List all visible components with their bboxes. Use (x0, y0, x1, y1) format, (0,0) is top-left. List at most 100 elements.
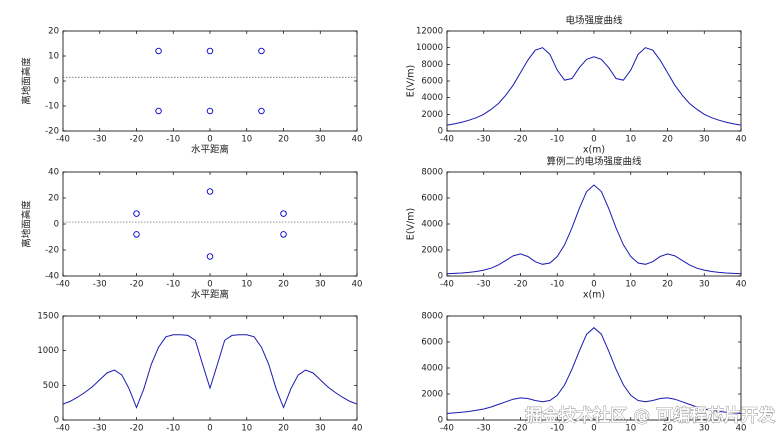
subplot: -40 -30 -20 -10 0 10 20 30 40 -40 -20 0 20 40 水平距离 离地面高… (21, 168, 363, 301)
x-tick-label: 10 (625, 135, 636, 145)
x-tick-label: 40 (352, 280, 363, 290)
x-tick-label: 0 (591, 424, 596, 434)
chart-title: 电场强度曲线 (565, 15, 623, 27)
y-tick-label: 2000 (421, 390, 443, 400)
x-tick-label: 0 (207, 280, 212, 290)
conductor-point (258, 107, 265, 115)
conductor-point (206, 253, 214, 260)
plot-area (62, 30, 358, 132)
plot-area (446, 30, 742, 132)
x-tick-label: 40 (736, 280, 747, 290)
x-tick-label: 40 (352, 135, 363, 145)
x-tick-label: -30 (93, 424, 107, 434)
plot-area (446, 315, 742, 421)
x-tick-label: -20 (514, 424, 528, 434)
y-tick-label: 12000 (416, 27, 443, 37)
x-tick-label: 20 (662, 135, 673, 145)
conductor-point (280, 210, 287, 217)
x-axis-label: x(m) (583, 290, 605, 301)
x-tick-label: 20 (662, 280, 673, 290)
y-tick-label: 2000 (421, 110, 443, 120)
x-tick-label: 0 (591, 280, 596, 290)
x-tick-label: -40 (56, 280, 70, 290)
y-tick-label: -20 (45, 246, 59, 256)
y-tick-label: 0 (438, 272, 443, 282)
x-tick-label: 0 (207, 424, 212, 434)
y-tick-label: 6000 (421, 77, 443, 87)
x-axis-label: 水平距离 (191, 144, 229, 156)
x-tick-label: -30 (93, 280, 107, 290)
y-tick-label: 10 (48, 52, 59, 62)
conductor-point (258, 47, 265, 55)
x-tick-label: 30 (699, 280, 710, 290)
x-tick-label: -10 (166, 280, 180, 290)
y-tick-label: -40 (45, 272, 59, 282)
conductor-point (206, 107, 214, 115)
y-tick-label: 0 (54, 77, 59, 87)
watermark: 掘金技术社区 @ 可编程芯片开发 (525, 405, 776, 426)
y-axis-label: E(V/m) (406, 65, 417, 97)
field-curve (446, 327, 742, 414)
y-tick-label: 6000 (421, 338, 443, 348)
x-tick-label: 10 (241, 424, 252, 434)
x-tick-label: 30 (315, 280, 326, 290)
field-curve (446, 184, 742, 275)
y-tick-label: 10000 (416, 43, 443, 53)
x-tick-label: 10 (241, 135, 252, 145)
x-tick-label: -30 (93, 135, 107, 145)
y-tick-label: 8000 (421, 168, 443, 178)
y-tick-label: 4000 (421, 220, 443, 230)
y-tick-label: 1500 (37, 312, 59, 322)
y-tick-label: 0 (54, 416, 59, 426)
conductor-point (206, 188, 214, 195)
subplot: -40 -30 -20 -10 0 10 20 30 40 0 500 1000 1500 (37, 312, 362, 434)
x-tick-label: -20 (130, 424, 144, 434)
x-tick-label: 40 (352, 424, 363, 434)
conductor-point (155, 107, 162, 115)
y-axis-label: 离地面高度 (21, 200, 33, 248)
x-tick-label: -10 (550, 280, 564, 290)
conductor-point (133, 231, 140, 238)
x-tick-label: -20 (514, 135, 528, 145)
x-tick-label: 30 (699, 424, 710, 434)
subplot: -40 -30 -20 -10 0 10 20 30 40 0 2000 4000 6000 8000 算例… (406, 156, 747, 301)
x-axis-label: 水平距离 (191, 289, 229, 301)
y-tick-label: 20 (48, 194, 59, 204)
y-tick-label: 1000 (37, 346, 59, 356)
x-tick-label: -10 (166, 135, 180, 145)
conductor-point (155, 47, 162, 55)
y-tick-label: -10 (45, 102, 59, 112)
y-tick-label: 2000 (421, 246, 443, 256)
plot-area (62, 171, 358, 277)
subplot: -40 -30 -20 -10 0 10 20 30 40 0 2000 4000 6000 8000 10… (406, 15, 747, 156)
x-tick-label: 40 (736, 135, 747, 145)
x-axis-label: x(m) (583, 145, 605, 156)
y-tick-label: 4000 (421, 364, 443, 374)
x-tick-label: 20 (278, 135, 289, 145)
y-tick-label: 40 (48, 168, 59, 178)
y-tick-label: 20 (48, 27, 59, 37)
chart-title: 算例二的电场强度曲线 (546, 156, 642, 168)
y-tick-label: 0 (54, 220, 59, 230)
subplot: -40 -30 -20 -10 0 10 20 30 40 0 2000 4000 6000 8000 (421, 312, 746, 434)
x-tick-label: -10 (166, 424, 180, 434)
x-tick-label: -30 (477, 280, 491, 290)
x-tick-label: -30 (477, 135, 491, 145)
x-tick-label: -20 (514, 280, 528, 290)
x-tick-label: -20 (130, 135, 144, 145)
x-tick-label: 30 (315, 135, 326, 145)
x-tick-label: -40 (440, 424, 454, 434)
conductor-point (280, 231, 287, 238)
y-tick-label: 8000 (421, 312, 443, 322)
x-tick-label: 30 (315, 424, 326, 434)
x-tick-label: 0 (591, 135, 596, 145)
x-tick-label: -10 (550, 135, 564, 145)
x-tick-label: 10 (241, 280, 252, 290)
y-axis-label: 离地面高度 (21, 57, 33, 105)
x-tick-label: 10 (625, 424, 636, 434)
y-tick-label: 0 (438, 416, 443, 426)
x-tick-label: -40 (440, 135, 454, 145)
x-tick-label: -20 (130, 280, 144, 290)
y-tick-label: 4000 (421, 93, 443, 103)
